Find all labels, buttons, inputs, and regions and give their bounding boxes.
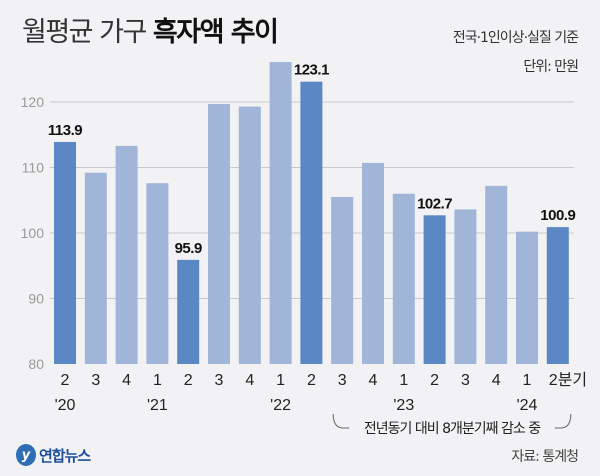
chart-title: 월평균 가구 흑자액 추이: [22, 10, 279, 49]
y-tick-label: 100: [21, 225, 45, 241]
x-tick-label: 2: [430, 372, 439, 389]
year-label: '24: [517, 397, 538, 414]
bar: [115, 145, 138, 364]
title-light: 월평균 가구: [22, 17, 147, 48]
annotation: 전년동기 대비 8개분기째 감소 중: [364, 421, 541, 437]
bracket-left: [332, 413, 350, 429]
unit-label: 단위: 만원: [523, 59, 579, 75]
bar: [331, 196, 354, 364]
bar: [454, 209, 477, 364]
x-tick-label: 4: [122, 372, 131, 389]
x-tick-label: 3: [215, 372, 224, 389]
title-bold: 흑자액 추이: [152, 17, 279, 48]
data-label: 123.1: [294, 62, 329, 79]
bar: [546, 227, 569, 364]
bar: [177, 259, 200, 364]
bar: [516, 231, 538, 364]
subtitle: 전국·1인이상·실질 기준: [452, 30, 579, 46]
data-label: 113.9: [48, 122, 82, 139]
bar: [423, 215, 446, 364]
x-tick-label: 1: [523, 372, 532, 389]
x-tick-label: 2: [184, 372, 193, 389]
x-tick-label: 3: [461, 372, 470, 389]
x-tick-label: 1: [153, 372, 162, 389]
year-label: '20: [55, 397, 76, 414]
y-tick-label: 120: [21, 94, 45, 110]
bar: [84, 172, 107, 364]
x-tick-label: 2분기: [549, 371, 587, 389]
bar: [392, 193, 415, 364]
bar: [300, 81, 323, 364]
x-tick-label: 2: [61, 372, 70, 389]
bar: [238, 106, 261, 365]
x-tick-label: 4: [369, 372, 378, 389]
bar: [146, 183, 169, 364]
x-tick-label: 1: [276, 372, 285, 389]
x-tick-label: 1: [399, 372, 408, 389]
logo-text: 연합뉴스: [39, 446, 91, 465]
x-tick-label: 3: [91, 372, 100, 389]
data-label: 102.7: [417, 195, 452, 212]
data-label: 100.9: [540, 207, 575, 224]
y-tick-label: 80: [28, 356, 44, 372]
bar: [208, 103, 230, 364]
bar: [54, 141, 76, 364]
y-tick-label: 110: [22, 160, 45, 176]
bracket-right: [554, 413, 572, 429]
x-tick-label: 4: [492, 372, 501, 389]
x-tick-label: 3: [338, 372, 347, 389]
y-tick-label: 90: [28, 291, 44, 307]
data-label: 95.9: [175, 240, 202, 257]
year-label: '21: [147, 397, 168, 414]
bar: [269, 62, 292, 365]
logo-icon: y: [16, 444, 36, 466]
logo: y 연합뉴스: [16, 444, 91, 466]
bar: [362, 162, 384, 364]
year-label: '22: [270, 397, 291, 414]
year-label: '23: [393, 397, 414, 414]
source: 자료: 통계청: [511, 449, 579, 465]
bar: [485, 185, 508, 364]
x-tick-label: 4: [245, 372, 254, 389]
x-tick-label: 2: [307, 372, 316, 389]
